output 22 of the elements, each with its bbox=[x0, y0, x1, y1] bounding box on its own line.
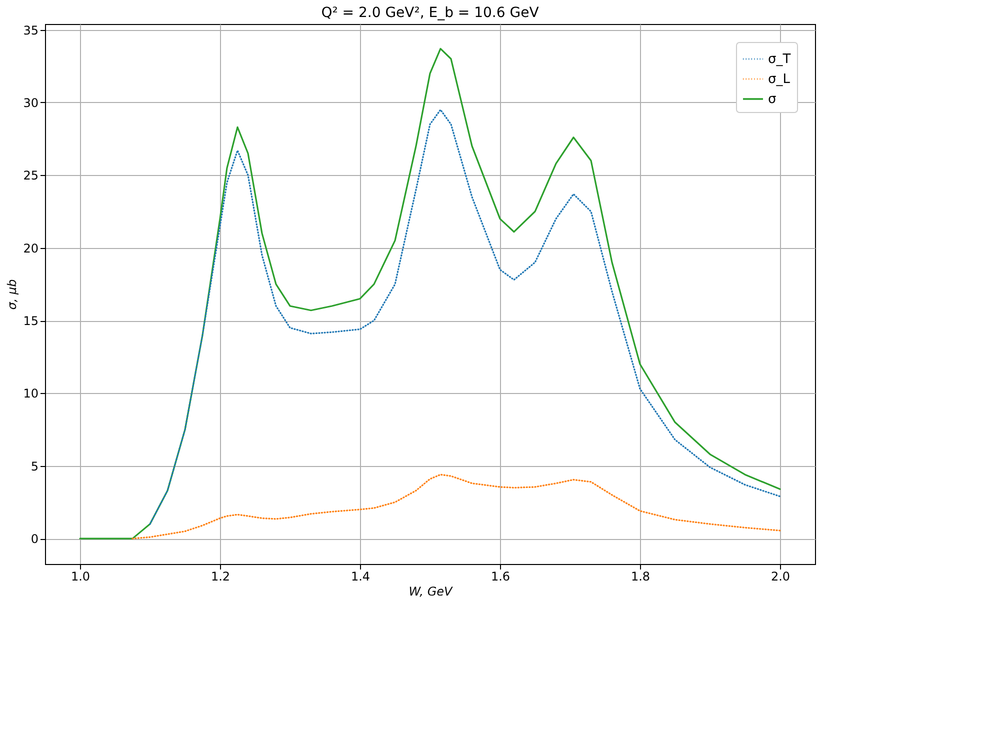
x-tick-label: 1.2 bbox=[210, 570, 230, 584]
y-tick-label: 35 bbox=[23, 23, 38, 38]
y-tick-label: 25 bbox=[23, 168, 38, 183]
x-tick-label: 1.6 bbox=[490, 570, 510, 584]
y-tick-label: 0 bbox=[30, 532, 38, 546]
legend-label: σ bbox=[768, 92, 776, 107]
x-tick-label: 1.0 bbox=[70, 570, 90, 584]
x-tick-label: 2.0 bbox=[770, 570, 790, 584]
y-tick-label: 10 bbox=[23, 386, 38, 401]
y-tick-label: 5 bbox=[30, 459, 38, 474]
y-tick-label: 30 bbox=[23, 96, 38, 110]
y-axis-title: σ, μb bbox=[5, 278, 20, 310]
line-series bbox=[149, 108, 781, 525]
x-axis-title: W, GeV bbox=[408, 584, 453, 598]
legend-label: σ_L bbox=[768, 72, 791, 87]
y-tick-label: 20 bbox=[23, 241, 38, 256]
x-tick-label: 1.4 bbox=[350, 570, 370, 584]
x-tick-label: 1.8 bbox=[630, 570, 650, 584]
chart-title: Q² = 2.0 GeV², E_b = 10.6 GeV bbox=[321, 4, 540, 21]
legend-label: σ_T bbox=[768, 52, 791, 67]
line-series bbox=[132, 474, 781, 540]
y-tick-label: 15 bbox=[23, 314, 38, 328]
